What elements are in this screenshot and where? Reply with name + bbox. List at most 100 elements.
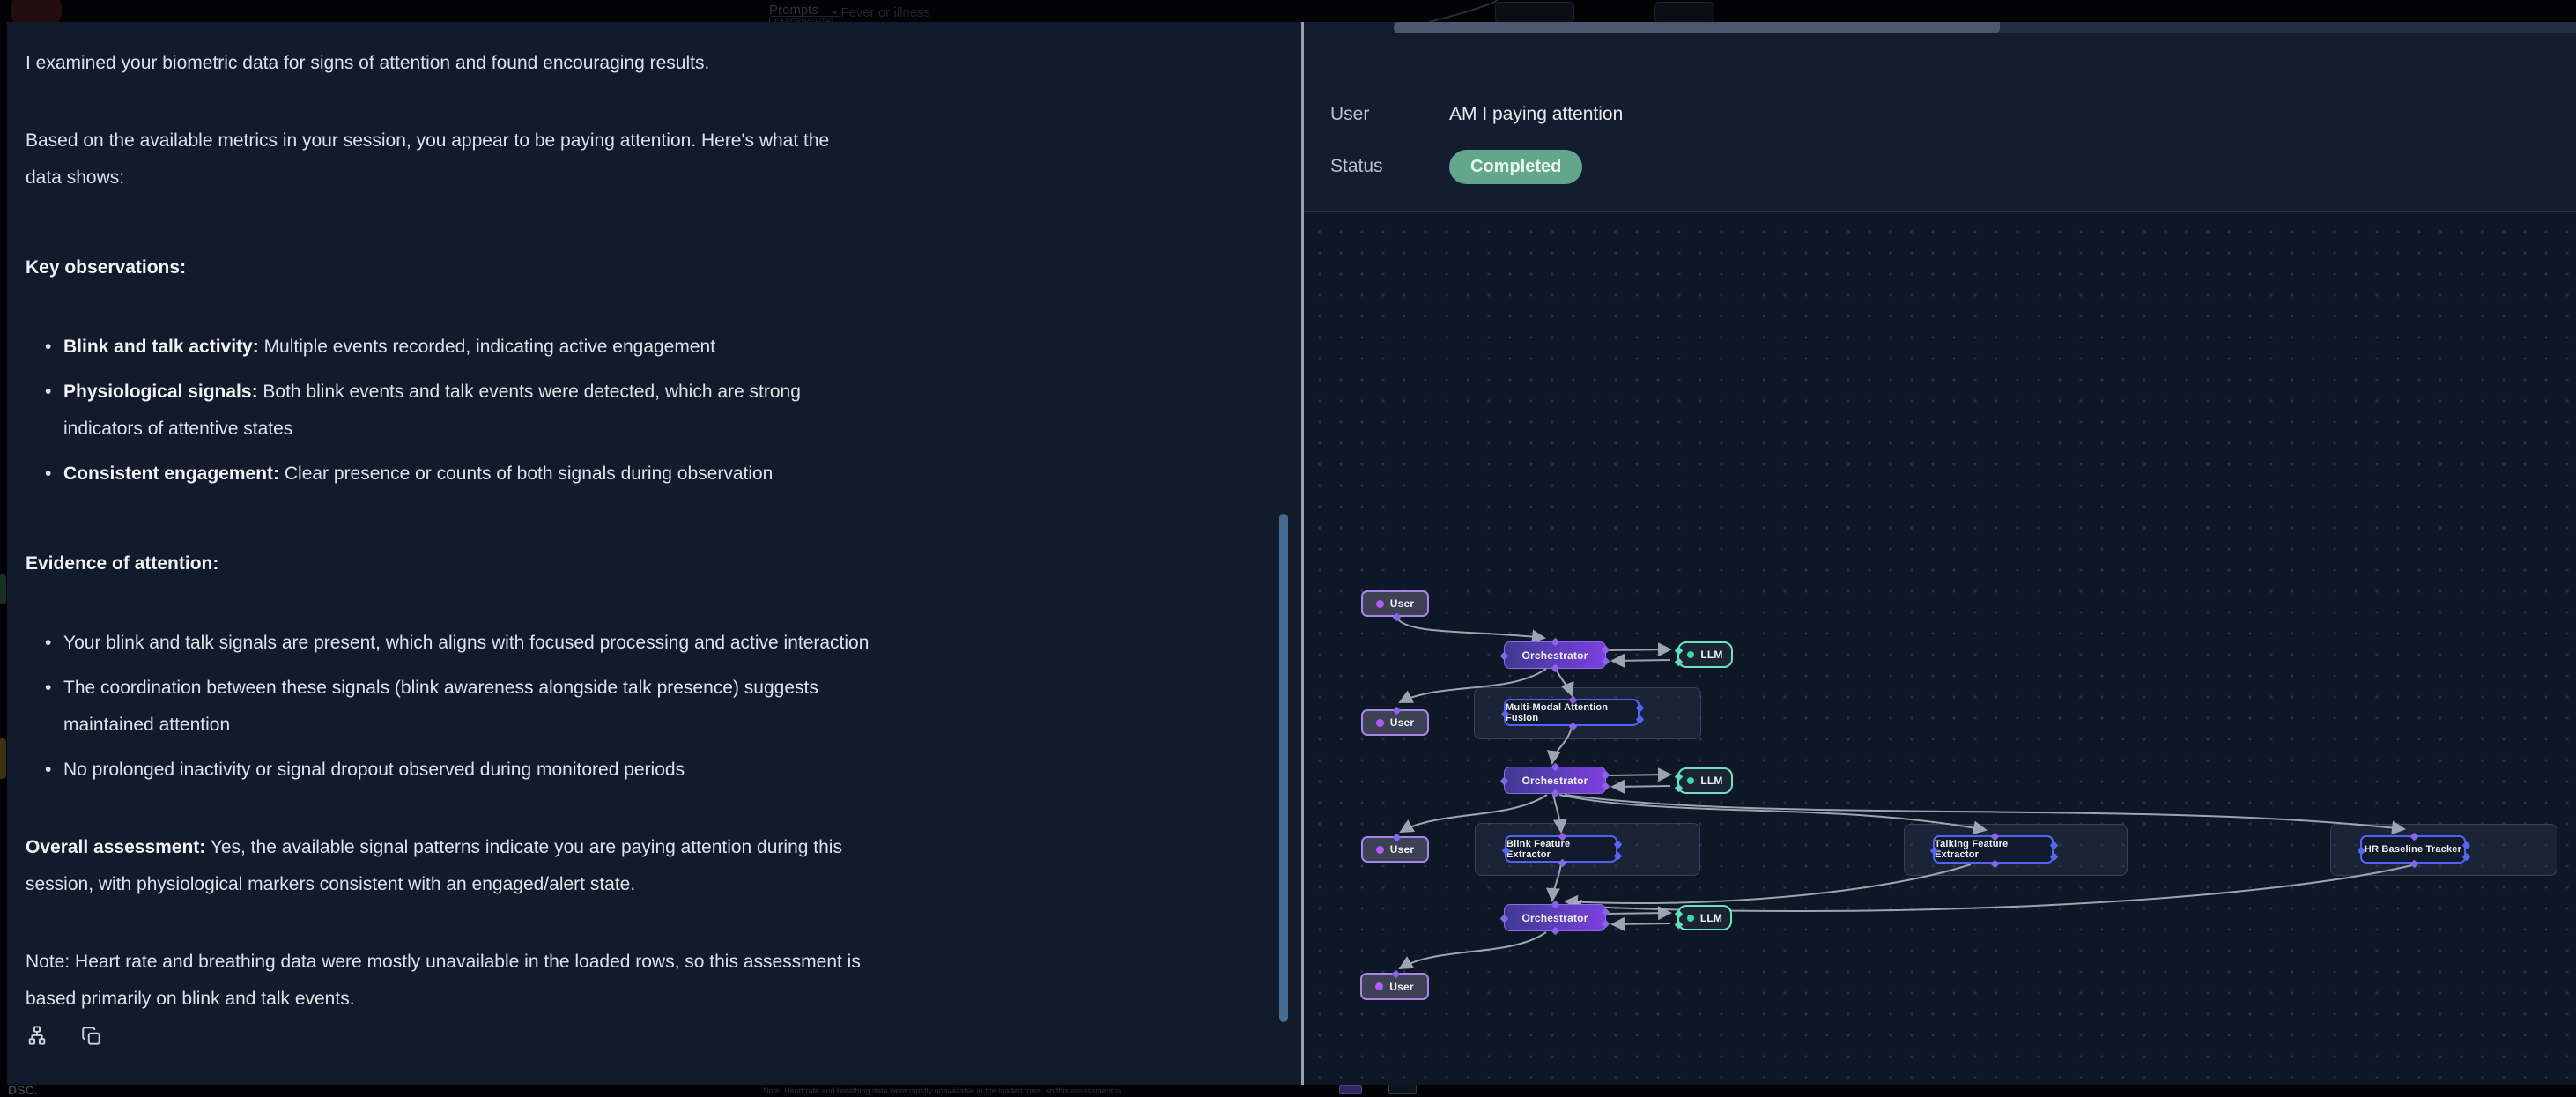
text: data shows: [26, 167, 125, 188]
meta-divider [1304, 211, 2576, 212]
text: No prolonged inactivity or signal dropou… [63, 760, 685, 780]
list-item: Your blink and talk signals are present,… [45, 625, 1248, 662]
assistant-message-panel: I examined your biometric data for signs… [7, 22, 1301, 1085]
list-item: The coordination between these signals (… [45, 670, 1248, 744]
text: maintained attention [63, 715, 231, 735]
llm-dot-icon [1686, 914, 1694, 922]
flow-graph-icon[interactable] [26, 1025, 48, 1048]
graph-edge [1546, 726, 1573, 765]
graph-edge [1398, 931, 1547, 969]
graph-node-llm1[interactable]: LLM [1674, 641, 1733, 668]
graph-node-orch3[interactable]: Orchestrator [1499, 900, 1610, 936]
background-node-outline [1654, 2, 1714, 23]
graph-node-orch1[interactable]: Orchestrator [1499, 637, 1610, 673]
bold-text: Overall assessment: [26, 837, 206, 857]
bold-text: Blink and talk activity: [63, 337, 259, 357]
list-item: Physiological signals: Both blink events… [45, 374, 1248, 448]
graph-node-user3[interactable]: User [1361, 833, 1429, 863]
text: I examined your biometric data for signs… [26, 53, 710, 73]
bold-text: Key observations: [26, 257, 187, 278]
graph-node-blink[interactable]: Blink Feature Extractor [1501, 832, 1623, 868]
graph-node-user4[interactable]: User [1360, 969, 1429, 1000]
text: Based on the available metrics in your s… [26, 130, 830, 151]
text: indicators of attentive states [63, 419, 293, 439]
user-dot-icon [1375, 845, 1384, 854]
graph-edge [1606, 642, 1672, 657]
node-label: User [1389, 980, 1414, 993]
graph-node-hr[interactable]: HR Baseline Tracker [2357, 832, 2471, 869]
user-label: User [1330, 104, 1370, 124]
bold-text: Physiological signals: [63, 382, 258, 402]
graph-edge [1399, 794, 1548, 833]
graph-node-llm3[interactable]: LLM [1674, 905, 1732, 930]
graph-node-user2[interactable]: User [1361, 706, 1429, 736]
assistant-message: I examined your biometric data for signs… [7, 22, 1301, 1058]
graph-edge [1545, 863, 1562, 902]
text: The coordination between these signals (… [63, 678, 818, 698]
background-bullet-text: Fever or illness [833, 5, 930, 20]
background-tiny-node [1388, 1084, 1417, 1094]
node-label: Multi-Modal Attention Fusion [1506, 701, 1609, 723]
graph-edge [1395, 616, 1546, 644]
llm-dot-icon [1687, 777, 1695, 784]
section-heading: Key observations: [26, 249, 1248, 286]
background-dsc-text: DSC. [8, 1083, 38, 1097]
node-label: LLM [1700, 775, 1723, 787]
node-label: Orchestrator [1521, 649, 1588, 662]
background-edge-curve [1428, 0, 1499, 22]
bullet-list: Blink and talk activity: Multiple events… [26, 329, 1248, 493]
user-dot-icon [1375, 599, 1384, 608]
llm-dot-icon [1687, 651, 1695, 658]
graph-edge [1555, 668, 1574, 697]
paragraph: I examined your biometric data for signs… [26, 45, 1248, 82]
node-label: Orchestrator [1521, 911, 1588, 924]
text: Your blink and talk signals are present,… [63, 633, 870, 653]
agent-graph-canvas[interactable]: User Orchestrator LLM Multi-Modal Attention… [1304, 212, 2576, 1085]
node-label: User [1389, 843, 1415, 856]
text: Clear presence or counts of both signals… [279, 463, 774, 484]
run-details-panel: User AM I paying attention Status Comple… [1304, 22, 2576, 1085]
node-label: HR Baseline Tracker [2364, 844, 2462, 855]
node-label: Talking Feature Extractor [1935, 839, 2009, 860]
copy-icon[interactable] [80, 1025, 103, 1048]
panel-divider[interactable] [1301, 22, 1304, 1085]
section-heading: Evidence of attention: [26, 545, 1248, 582]
graph-edge [1606, 906, 1672, 921]
background-tiny-node [1339, 1085, 1362, 1094]
graph-edge [1610, 779, 1671, 794]
text: Both blink events and talk events were d… [257, 382, 801, 402]
graph-edge [1564, 864, 1972, 909]
user-dot-icon [1375, 982, 1384, 990]
background-sidebar-sliver [0, 574, 6, 604]
graph-node-llm2[interactable]: LLM [1674, 767, 1733, 794]
horizontal-scrollbar-thumb[interactable] [1394, 22, 2000, 33]
text: Multiple events recorded, indicating act… [258, 337, 716, 357]
list-item: Consistent engagement: Clear presence or… [45, 456, 1248, 493]
graph-edge [1564, 794, 2406, 835]
paragraph: Overall assessment: Yes, the available s… [26, 829, 1248, 903]
graph-edge [1552, 794, 1567, 834]
status-label: Status [1330, 156, 1383, 176]
text: based primarily on blink and talk events… [26, 989, 355, 1009]
list-item: Blink and talk activity: Multiple events… [45, 329, 1248, 366]
graph-edge [1610, 653, 1671, 668]
status-badge: Completed [1449, 150, 1583, 184]
node-label: LLM [1700, 649, 1723, 661]
graph-edge [1558, 794, 1988, 835]
node-label: Blink Feature Extractor [1506, 838, 1571, 860]
paragraph: Based on the available metrics in your s… [26, 122, 1248, 196]
graph-node-mm[interactable]: Multi-Modal Attention Fusion [1500, 695, 1645, 731]
vertical-scrollbar-thumb[interactable] [1279, 514, 1288, 1022]
node-label: Orchestrator [1521, 774, 1588, 787]
text: Yes, the available signal patterns indic… [205, 837, 842, 857]
list-item: No prolonged inactivity or signal dropou… [45, 752, 1248, 789]
graph-node-talk[interactable]: Talking Feature Extractor [1929, 832, 2059, 869]
graph-node-orch2[interactable]: Orchestrator [1499, 762, 1610, 798]
text: session, with physiological markers cons… [26, 874, 636, 894]
background-prompts-label: Prompts [769, 3, 818, 18]
node-label: User [1389, 716, 1415, 729]
node-label: User [1389, 597, 1415, 610]
horizontal-scrollbar[interactable] [1394, 22, 2576, 33]
graph-node-user1[interactable]: User [1361, 590, 1429, 622]
